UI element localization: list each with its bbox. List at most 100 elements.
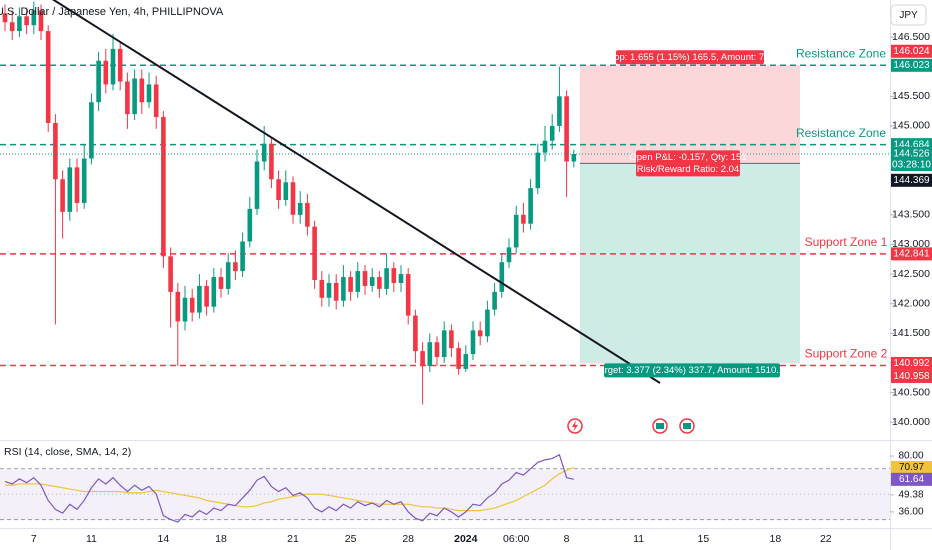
x-tick-label: 11 [633, 533, 644, 545]
y-tick-label: 142.500 [892, 268, 930, 280]
zone-price-label: 140.958 [893, 371, 930, 382]
main-pane: Resistance Zone 2 Resistance Zone 1 Suppor… [0, 1, 890, 405]
rsi-value-label: 61.64 [899, 474, 924, 485]
rsi-band [0, 470, 890, 520]
event-icons [567, 418, 695, 434]
candle-body [427, 342, 433, 366]
zone-price-label: 142.841 [893, 249, 930, 260]
candle-body [81, 158, 87, 203]
candle-body [549, 125, 555, 141]
candle-body [17, 16, 22, 32]
flag-glyph [683, 423, 691, 429]
candle-body [233, 262, 238, 272]
x-tick-label: 28 [402, 533, 414, 545]
target-price-label-box [891, 356, 932, 370]
stop-label: Stop: 1.655 (1.15%) 165.5, Amount: 750 [605, 52, 775, 63]
candle-body [153, 84, 159, 118]
candle-body [377, 277, 382, 289]
candle-body [60, 179, 65, 212]
entry-price-label-box [891, 173, 932, 187]
candle-body [413, 315, 418, 352]
candle-body [398, 274, 404, 283]
rsi-value-box [891, 472, 932, 486]
rsi-tick-label: 49.38 [898, 490, 923, 501]
x-tick-label: 06:00 [503, 533, 529, 545]
candle-body [312, 226, 317, 280]
candle-body [139, 78, 145, 103]
candle-body [132, 78, 137, 115]
candle-body [89, 102, 94, 159]
candle-body [405, 274, 411, 316]
rsi-tick-label: 80.00 [898, 451, 923, 462]
x-tick-label: 8 [564, 533, 570, 545]
candle-body [528, 188, 533, 224]
candle-body [513, 214, 519, 248]
target-zone [580, 163, 800, 364]
x-tick-label: 21 [287, 533, 299, 545]
candle-body [218, 277, 224, 289]
rsi-value-box [891, 461, 932, 475]
candle-body [326, 282, 332, 298]
y-tick-label: 143.000 [892, 238, 930, 250]
candle-body [362, 271, 368, 286]
candle-body [146, 84, 152, 103]
candle-body [225, 262, 231, 289]
rsi-line [4, 453, 574, 523]
candle-body [485, 309, 490, 337]
candle-body [499, 262, 505, 292]
candle-body [434, 342, 440, 358]
x-tick-label: 22 [820, 533, 832, 545]
currency-label[interactable]: JPY [899, 10, 918, 21]
candle-body [45, 31, 51, 123]
x-tick-label: 15 [698, 533, 710, 545]
candle-body [564, 96, 569, 162]
candle-body [161, 117, 166, 257]
candle-body [197, 285, 202, 313]
x-tick-label: 7 [31, 533, 37, 545]
candle-body [348, 277, 353, 292]
x-tick-label: 25 [345, 533, 357, 545]
candle-body [276, 179, 281, 200]
candle-body [341, 277, 346, 301]
candle-body [391, 268, 397, 283]
candle-body [542, 140, 548, 153]
candle-body [240, 241, 245, 272]
target-label-box [604, 363, 780, 378]
candle-body [449, 330, 454, 349]
candle-body [470, 330, 476, 355]
x-tick-label: 11 [86, 533, 97, 545]
candle-body [290, 182, 296, 215]
candle-body [74, 167, 80, 203]
y-tick-label: 142.000 [892, 297, 930, 309]
candle-body [103, 60, 109, 85]
stop-label-box [616, 50, 764, 65]
zone-price-label-box [891, 247, 932, 261]
candle-body [463, 354, 469, 369]
candle-body [355, 271, 361, 292]
rsi-title: RSI (14, close, SMA, 14, 2) [4, 446, 131, 458]
stop-zone [580, 65, 800, 164]
candle-body [557, 96, 562, 126]
candle-body [384, 268, 389, 289]
candle-body [333, 282, 339, 301]
x-tick-label: 18 [770, 533, 782, 545]
candle-body [204, 285, 209, 307]
currency-button[interactable] [890, 4, 927, 26]
chart-title: U.S. Dollar / Japanese Yen, 4h, PHILLIPN… [0, 6, 224, 18]
candle-body [189, 297, 195, 313]
candle-body [456, 348, 461, 369]
candle-body [261, 143, 267, 162]
candle-body [168, 256, 173, 292]
candle-body [110, 48, 116, 85]
pnl-box [636, 150, 740, 177]
candle-body [535, 152, 541, 189]
y-tick-label: 146.500 [892, 31, 930, 43]
countdown-label: 03:28:10 [892, 160, 931, 171]
candle-body [283, 182, 289, 200]
zone-price-label: 146.023 [893, 60, 930, 71]
candle-body [492, 291, 497, 310]
pnl-label: Open P&L: -0.157, Qty: 151 [629, 152, 746, 163]
x-tick-label: 2024 [454, 533, 478, 545]
candle-body [477, 330, 483, 337]
